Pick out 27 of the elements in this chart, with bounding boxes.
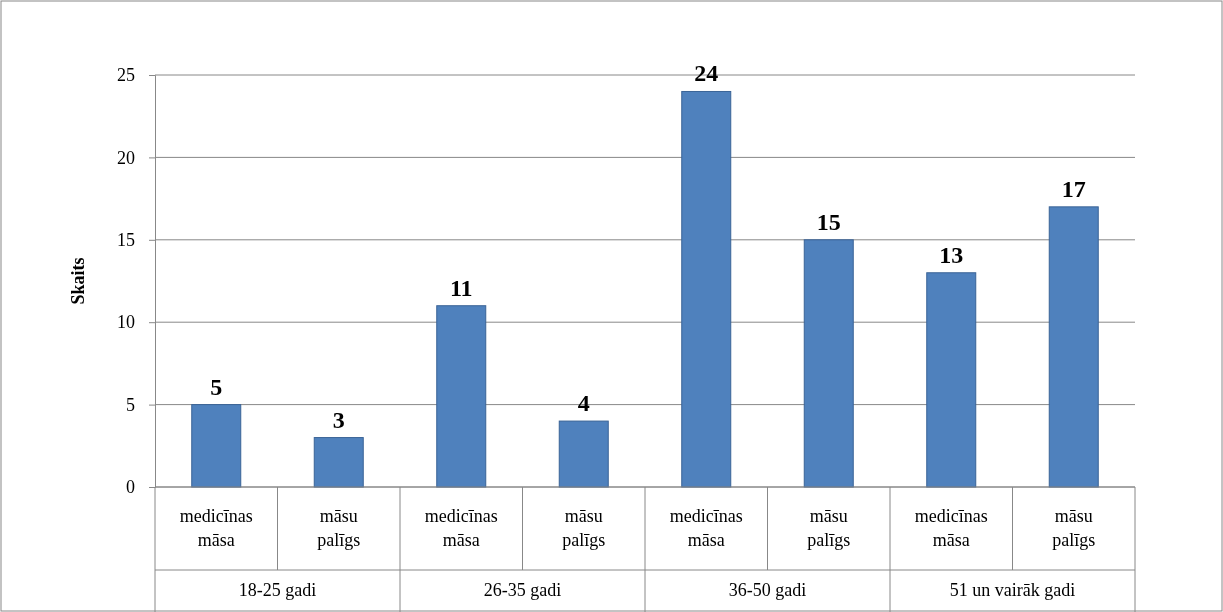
text: 26-35 gadi xyxy=(483,580,562,600)
text: 36-50 gadi xyxy=(728,580,807,600)
x-tick-label: medicīnas māsa xyxy=(424,506,498,550)
text: 51 un vairāk gadi xyxy=(949,580,1076,600)
y-tick-label: 5 xyxy=(126,394,135,415)
x-tick-label: medicīnas māsa xyxy=(669,506,743,550)
x-tick-label: māsu palīgs xyxy=(317,506,361,550)
x-tick-label: medicīnas māsa xyxy=(179,506,253,550)
data-label: 3 xyxy=(332,406,345,433)
text: 18-25 gadi xyxy=(238,580,317,600)
x-tick-label: medicīnas māsa xyxy=(914,506,988,550)
data-label: 15 xyxy=(816,208,841,235)
data-label: 5 xyxy=(210,373,223,400)
y-tick-label: 10 xyxy=(117,312,135,333)
x-tick-label: māsu palīgs xyxy=(562,506,606,550)
y-tick-label: 20 xyxy=(117,147,135,168)
data-label: 11 xyxy=(449,274,473,301)
x-tick-label: māsu palīgs xyxy=(1052,506,1096,550)
data-label: 24 xyxy=(694,60,719,87)
x-tick-label: māsu palīgs xyxy=(807,506,851,550)
y-tick-label: 25 xyxy=(117,65,135,86)
data-label: 4 xyxy=(577,390,590,417)
data-label: 17 xyxy=(1061,175,1086,202)
y-axis-title: Skaits xyxy=(68,257,88,305)
data-label: 13 xyxy=(939,241,964,268)
y-tick-label: 0 xyxy=(126,477,135,498)
y-tick-label: 15 xyxy=(117,230,135,251)
